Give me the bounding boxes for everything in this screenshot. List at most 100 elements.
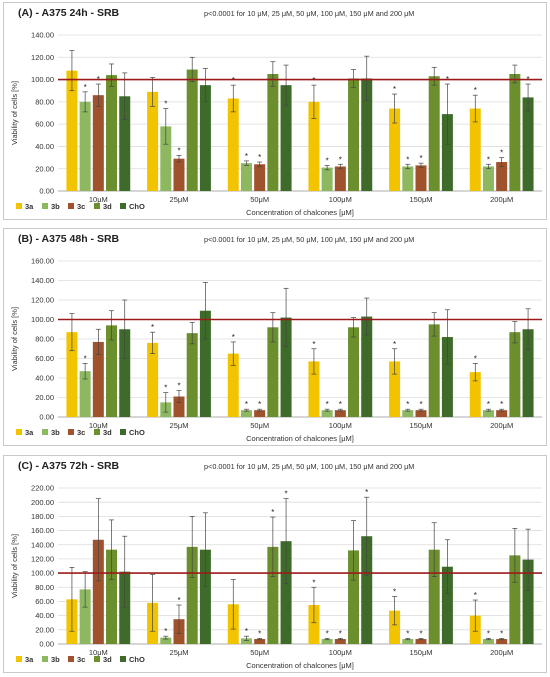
x-tick-label: 10μM	[89, 421, 108, 430]
bar	[92, 539, 104, 644]
bar	[361, 316, 373, 417]
x-tick-label: 10μM	[89, 648, 108, 657]
bar	[308, 605, 320, 644]
legend-label: ChO	[129, 202, 145, 211]
bar	[509, 555, 521, 644]
bar-chart-c: 0.00 20.00 40.00 60.00 80.00 100.00 120.00 140.…	[10, 484, 542, 670]
x-tick-label: 150μM	[409, 421, 432, 430]
legend-label: 3c	[77, 202, 85, 211]
legend-label: ChO	[129, 655, 145, 664]
bar	[334, 410, 346, 417]
significance-marker: *	[164, 627, 167, 636]
bar	[79, 101, 91, 191]
bar	[280, 541, 292, 644]
legend-swatch	[42, 429, 48, 435]
y-axis-title: Viability of cells [%]	[10, 81, 19, 145]
bar	[106, 549, 118, 644]
legend-label: ChO	[129, 428, 145, 437]
x-tick-label: 10μM	[89, 195, 108, 204]
bar	[308, 101, 320, 191]
y-tick-label: 140.00	[31, 31, 54, 40]
x-tick-label: 200μM	[490, 195, 513, 204]
legend-swatch	[16, 203, 22, 209]
x-axis-title: Concentration of chalcones [μM]	[246, 661, 354, 670]
y-tick-label: 120.00	[31, 296, 54, 305]
y-tick-label: 60.00	[35, 354, 54, 363]
bar	[173, 158, 185, 191]
bar	[160, 126, 172, 191]
bar	[267, 74, 279, 191]
y-tick-label: 80.00	[35, 335, 54, 344]
bar	[186, 69, 198, 191]
y-tick-label: 0.00	[39, 413, 54, 422]
x-tick-label: 100μM	[329, 421, 352, 430]
bar	[321, 410, 333, 417]
y-tick-label: 20.00	[35, 625, 54, 634]
legend-label: 3b	[51, 202, 60, 211]
significance-marker: *	[312, 340, 315, 349]
legend-label: 3c	[77, 428, 85, 437]
significance-marker: *	[474, 354, 477, 363]
bar	[186, 333, 198, 417]
y-tick-label: 40.00	[35, 611, 54, 620]
bar	[254, 164, 266, 191]
chart-title: (C) - A375 72h - SRB	[18, 460, 120, 472]
legend-swatch	[94, 656, 100, 662]
bar	[227, 353, 239, 417]
significance-marker: *	[245, 627, 248, 636]
y-tick-label: 0.00	[39, 187, 54, 196]
y-tick-label: 200.00	[31, 498, 54, 507]
y-tick-label: 100.00	[31, 569, 54, 578]
y-tick-label: 120.00	[31, 53, 54, 62]
bar	[415, 410, 427, 417]
bar	[389, 361, 401, 417]
bar	[321, 639, 333, 644]
legend-swatch	[94, 429, 100, 435]
legend-swatch	[120, 656, 126, 662]
bar	[441, 337, 453, 417]
significance-marker: *	[232, 333, 235, 342]
x-tick-label: 50μM	[250, 195, 269, 204]
y-tick-label: 160.00	[31, 257, 54, 266]
significance-marker: *	[258, 153, 261, 162]
significance-marker: *	[419, 629, 422, 638]
legend-swatch	[16, 429, 22, 435]
legend-swatch	[16, 656, 22, 662]
legend-swatch	[42, 656, 48, 662]
significance-marker: *	[487, 400, 490, 409]
chart-subtitle: p<0.0001 for 10 μM, 25 μM, 50 μM, 100 μM…	[204, 235, 415, 244]
bar-chart-a: 0.00 20.00 40.00 60.00 80.00 100.00 120.00 140.…	[10, 31, 542, 217]
y-tick-label: 20.00	[35, 393, 54, 402]
significance-marker: *	[326, 629, 329, 638]
y-axis-title: Viability of cells [%]	[10, 307, 19, 371]
significance-marker: *	[326, 400, 329, 409]
bar	[106, 75, 118, 191]
significance-marker: *	[500, 400, 503, 409]
bar	[147, 342, 159, 417]
significance-marker: *	[339, 400, 342, 409]
bar	[482, 639, 494, 644]
legend-swatch	[68, 429, 74, 435]
significance-marker: *	[393, 340, 396, 349]
y-tick-label: 140.00	[31, 276, 54, 285]
legend-label: 3a	[25, 202, 34, 211]
legend-label: 3b	[51, 428, 60, 437]
legend-swatch	[68, 656, 74, 662]
legend-swatch	[120, 203, 126, 209]
bar	[469, 108, 481, 191]
significance-marker: *	[285, 490, 288, 499]
bar	[227, 98, 239, 191]
bar	[119, 571, 131, 644]
x-tick-label: 100μM	[329, 648, 352, 657]
significance-marker: *	[271, 508, 274, 517]
bar	[402, 410, 414, 417]
significance-marker: *	[500, 149, 503, 158]
bar	[334, 639, 346, 644]
y-tick-label: 80.00	[35, 583, 54, 592]
legend-swatch	[42, 203, 48, 209]
bar	[254, 410, 266, 417]
bar	[482, 410, 494, 417]
x-tick-label: 25μM	[170, 421, 189, 430]
legend-label: 3b	[51, 655, 60, 664]
bar	[441, 566, 453, 644]
